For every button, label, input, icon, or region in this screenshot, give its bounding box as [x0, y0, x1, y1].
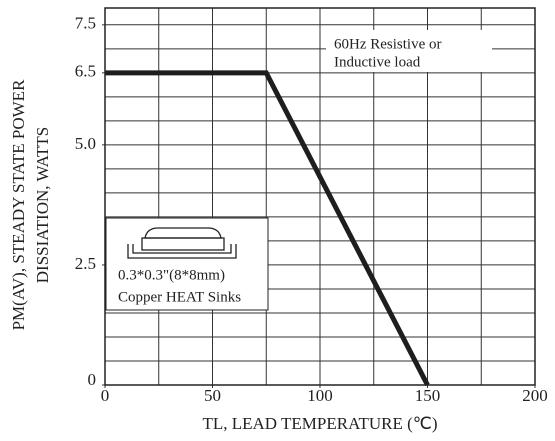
y-tick-label: 7.5	[75, 14, 96, 33]
note-box	[326, 30, 492, 72]
y-axis-label: PM(AV), STEADY STATE POWER	[9, 79, 28, 330]
x-axis-label: TL, LEAD TEMPERATURE (℃)	[202, 414, 437, 433]
y-tick-label: 0	[88, 370, 97, 389]
annotation: 60Hz Resistive or	[334, 36, 441, 52]
marks	[105, 70, 430, 387]
plot-frame	[104, 7, 536, 386]
annotation: Copper HEAT Sinks	[118, 289, 241, 305]
y-tick-label: 5.0	[75, 134, 96, 153]
annotation: Inductive load	[334, 54, 421, 70]
y-axis-label: DISSIATION, WATTS	[33, 127, 52, 283]
x-tick-label: 0	[101, 386, 110, 405]
x-tick-label: 100	[307, 386, 333, 405]
x-tick-label: 50	[204, 386, 221, 405]
line	[105, 70, 430, 387]
y-tick-label: 6.5	[75, 62, 96, 81]
x-tick-label: 150	[415, 386, 441, 405]
heat-sink-icon	[127, 227, 237, 259]
inset-box	[105, 217, 269, 311]
x-tick-label: 200	[522, 386, 548, 405]
y-tick-label: 2.5	[75, 254, 96, 273]
annotation: 0.3*0.3"(8*8mm)	[118, 267, 225, 283]
